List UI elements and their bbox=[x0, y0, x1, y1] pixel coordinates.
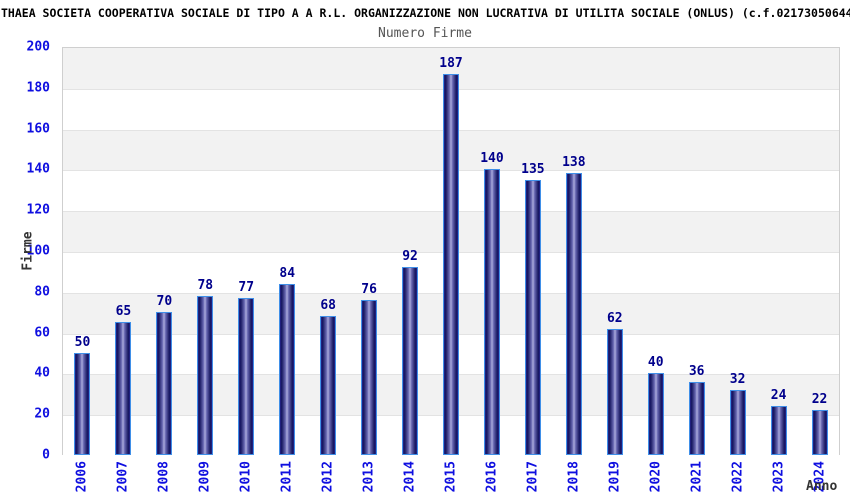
bar-value-label: 187 bbox=[439, 55, 463, 71]
bar-value-label: 76 bbox=[361, 281, 377, 297]
x-tick-label: 2014 bbox=[402, 461, 418, 493]
bar bbox=[770, 406, 787, 455]
x-tick-label: 2019 bbox=[607, 461, 623, 493]
bar-value-label: 62 bbox=[606, 310, 623, 326]
bar bbox=[811, 410, 828, 455]
y-tick-label: 200 bbox=[26, 39, 50, 55]
x-tick-label: 2012 bbox=[320, 461, 336, 493]
bar-value-label: 65 bbox=[115, 304, 132, 320]
x-tick-label: 2010 bbox=[238, 461, 254, 493]
bar-value-label: 135 bbox=[521, 161, 545, 177]
x-tick-label: 2009 bbox=[197, 461, 213, 493]
x-tick-label: 2008 bbox=[156, 461, 172, 493]
y-axis-title: Firme bbox=[20, 231, 36, 271]
y-tick-label: 120 bbox=[26, 202, 50, 218]
bar bbox=[565, 173, 582, 455]
x-tick-label: 2011 bbox=[279, 461, 295, 493]
x-tick-label: 2021 bbox=[689, 461, 705, 493]
chart-title: THAEA SOCIETA COOPERATIVA SOCIALE DI TIP… bbox=[1, 6, 850, 20]
bar-value-label: 40 bbox=[647, 355, 664, 371]
bar-value-label: 140 bbox=[480, 151, 504, 167]
bar bbox=[197, 295, 214, 455]
bar bbox=[238, 297, 255, 455]
y-tick-label: 20 bbox=[34, 406, 50, 422]
y-tick-label: 180 bbox=[26, 80, 50, 96]
x-axis-title: Anno bbox=[806, 479, 838, 494]
bar-value-label: 32 bbox=[729, 371, 746, 387]
bar bbox=[688, 381, 705, 455]
bar-value-label: 36 bbox=[688, 363, 705, 379]
bar-value-label: 92 bbox=[402, 249, 418, 265]
y-tick-label: 60 bbox=[34, 325, 50, 341]
x-tick-label: 2023 bbox=[771, 461, 787, 493]
bar bbox=[402, 267, 419, 455]
bar bbox=[156, 312, 173, 455]
bar-value-label: 84 bbox=[279, 265, 296, 281]
bar-value-label: 22 bbox=[811, 392, 828, 408]
bar-value-label: 24 bbox=[770, 388, 787, 404]
y-tick-label: 100 bbox=[26, 243, 50, 259]
bar bbox=[361, 299, 378, 455]
x-tick-label: 2016 bbox=[484, 461, 500, 493]
bar bbox=[74, 353, 91, 455]
x-tick-label: 2022 bbox=[730, 461, 746, 493]
chart-subtitle: Numero Firme bbox=[378, 26, 472, 41]
x-tick-label: 2007 bbox=[115, 461, 131, 493]
y-tick-label: 40 bbox=[34, 365, 50, 381]
bar bbox=[279, 283, 296, 455]
bar-value-label: 78 bbox=[197, 277, 214, 293]
y-tick-label: 160 bbox=[26, 121, 50, 137]
y-tick-label: 0 bbox=[42, 447, 50, 463]
bar bbox=[647, 373, 664, 455]
bar bbox=[115, 322, 132, 455]
bar bbox=[729, 389, 746, 455]
x-tick-label: 2020 bbox=[648, 461, 664, 493]
bar bbox=[320, 316, 337, 455]
bar-value-label: 70 bbox=[156, 294, 173, 310]
y-tick-label: 80 bbox=[34, 284, 50, 300]
bar bbox=[524, 179, 541, 455]
x-tick-label: 2015 bbox=[443, 461, 459, 493]
bar-value-label: 50 bbox=[74, 335, 91, 350]
bar-value-label: 138 bbox=[562, 155, 586, 171]
bar bbox=[606, 328, 623, 455]
x-tick-label: 2017 bbox=[525, 461, 541, 493]
bar-value-label: 68 bbox=[320, 298, 336, 314]
bar bbox=[483, 169, 500, 455]
bar bbox=[443, 73, 459, 455]
x-tick-label: 2013 bbox=[361, 461, 377, 493]
y-tick-label: 140 bbox=[26, 161, 50, 177]
x-tick-label: 2006 bbox=[74, 461, 90, 493]
x-tick-label: 2018 bbox=[566, 461, 582, 493]
bar-value-label: 77 bbox=[238, 279, 255, 295]
